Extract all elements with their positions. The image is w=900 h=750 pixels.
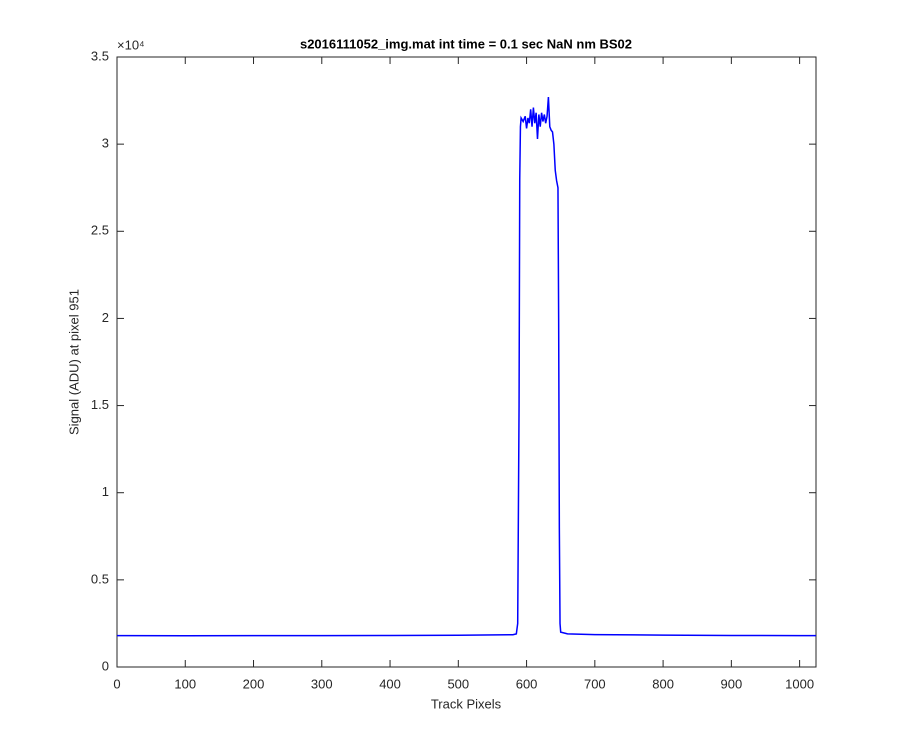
y-tick-label: 3.5 <box>91 48 109 63</box>
y-tick-label: 0.5 <box>91 571 109 586</box>
y-tick-label: 3 <box>102 136 109 151</box>
y-tick-label: 1.5 <box>91 397 109 412</box>
y-tick-label: 1 <box>102 484 109 499</box>
x-tick-label: 0 <box>113 676 120 691</box>
x-tick-label: 600 <box>516 676 538 691</box>
x-tick-label: 800 <box>652 676 674 691</box>
x-tick-label: 500 <box>447 676 469 691</box>
x-tick-label: 900 <box>721 676 743 691</box>
x-tick-label: 100 <box>174 676 196 691</box>
y-axis-label: Signal (ADU) at pixel 951 <box>66 289 81 435</box>
plot-area <box>117 57 816 667</box>
y-multiplier: ×10⁴ <box>117 37 145 52</box>
axes-box <box>116 56 817 668</box>
x-tick-label: 400 <box>379 676 401 691</box>
y-tick-label: 0 <box>102 658 109 673</box>
y-tick-label: 2.5 <box>91 223 109 238</box>
x-tick-label: 1000 <box>785 676 814 691</box>
y-tick-label: 2 <box>102 310 109 325</box>
x-tick-label: 700 <box>584 676 606 691</box>
x-axis-label: Track Pixels <box>431 696 502 711</box>
x-tick-label: 200 <box>243 676 265 691</box>
x-tick-label: 300 <box>311 676 333 691</box>
chart-title: s2016111052_img.mat int time = 0.1 sec N… <box>300 36 632 51</box>
data-line <box>116 97 816 637</box>
